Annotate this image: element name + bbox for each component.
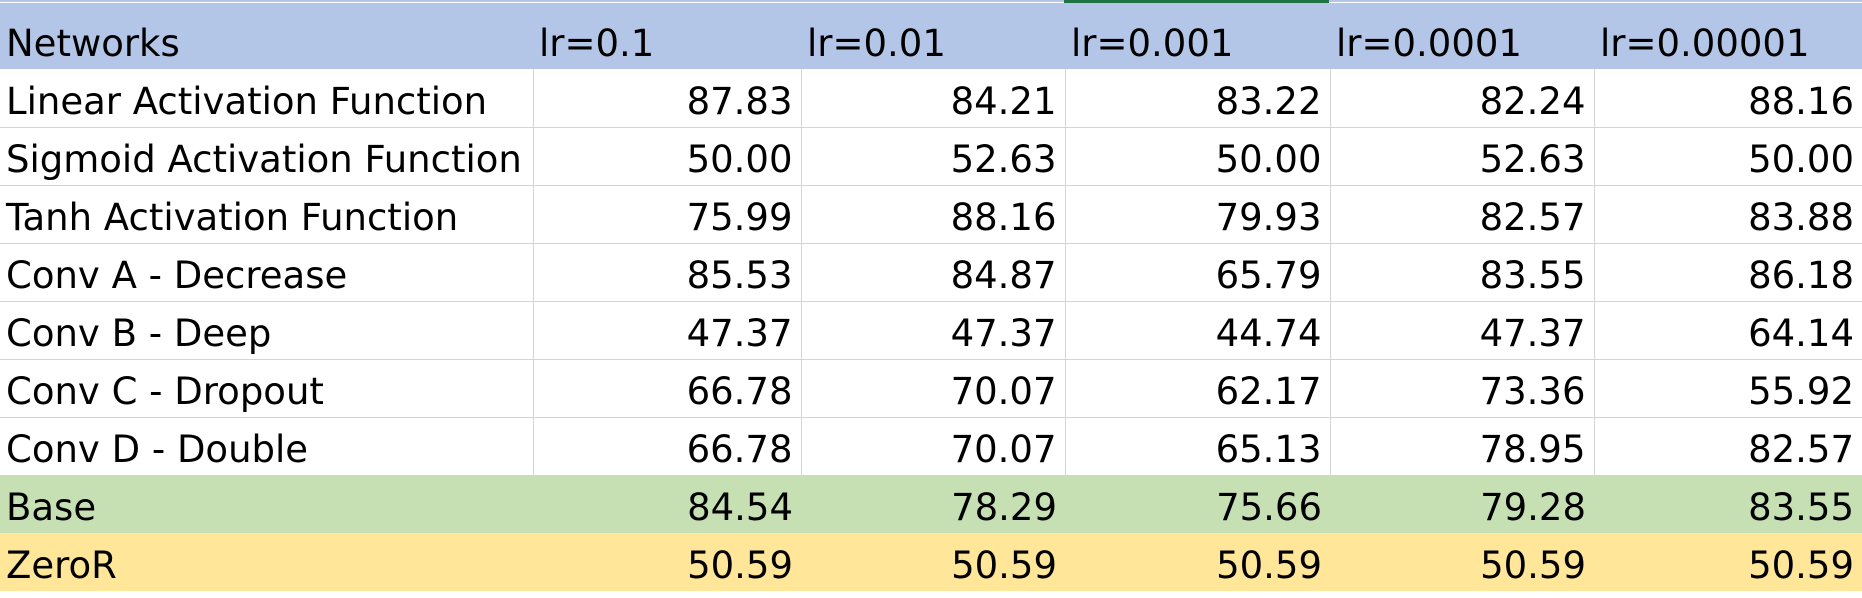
value-cell[interactable]: 44.74	[1065, 301, 1331, 360]
value-cell[interactable]: 87.83	[533, 69, 802, 128]
row-label-cell[interactable]: Tanh Activation Function	[0, 185, 534, 244]
value-cell[interactable]: 82.24	[1330, 69, 1595, 128]
value-cell[interactable]: 65.13	[1065, 417, 1331, 476]
value-cell[interactable]: 75.66	[1065, 475, 1330, 533]
table-row-conv-c: Conv C - Dropout 66.78 70.07 62.17 73.36…	[0, 359, 1862, 418]
value-cell[interactable]: 52.63	[1330, 127, 1595, 186]
value-cell[interactable]: 50.00	[1065, 127, 1331, 186]
value-cell[interactable]: 83.88	[1594, 185, 1862, 244]
value-cell[interactable]: 78.29	[801, 475, 1065, 533]
value-cell[interactable]: 88.16	[801, 185, 1066, 244]
table-row-conv-b: Conv B - Deep 47.37 47.37 44.74 47.37 64…	[0, 301, 1862, 360]
header-row: Networks lr=0.1 lr=0.01 lr=0.001 lr=0.00…	[0, 3, 1862, 69]
row-label-cell[interactable]: Conv C - Dropout	[0, 359, 534, 418]
row-label-cell[interactable]: Sigmoid Activation Function	[0, 127, 534, 186]
value-cell[interactable]: 84.21	[801, 69, 1066, 128]
value-cell[interactable]: 47.37	[1330, 301, 1595, 360]
row-label-cell[interactable]: Linear Activation Function	[0, 69, 534, 128]
value-cell[interactable]: 50.00	[1594, 127, 1862, 186]
value-cell[interactable]: 83.55	[1594, 475, 1862, 533]
value-cell[interactable]: 66.78	[533, 359, 802, 418]
table-row-conv-a: Conv A - Decrease 85.53 84.87 65.79 83.5…	[0, 243, 1862, 302]
value-cell[interactable]: 75.99	[533, 185, 802, 244]
value-cell[interactable]: 55.92	[1594, 359, 1862, 418]
value-cell[interactable]: 50.59	[533, 533, 801, 591]
value-cell[interactable]: 65.79	[1065, 243, 1331, 302]
table-row-linear: Linear Activation Function 87.83 84.21 8…	[0, 69, 1862, 128]
column-selection-indicator	[1064, 0, 1329, 3]
value-cell[interactable]: 50.59	[801, 533, 1065, 591]
value-cell[interactable]: 66.78	[533, 417, 802, 476]
row-label-cell[interactable]: Base	[0, 475, 533, 533]
value-cell[interactable]: 79.93	[1065, 185, 1331, 244]
row-label-cell[interactable]: Conv B - Deep	[0, 301, 534, 360]
header-cell-lr-0.001[interactable]: lr=0.001	[1065, 3, 1330, 69]
value-cell[interactable]: 88.16	[1594, 69, 1862, 128]
value-cell[interactable]: 64.14	[1594, 301, 1862, 360]
header-cell-lr-0.01[interactable]: lr=0.01	[801, 3, 1065, 69]
value-cell[interactable]: 47.37	[533, 301, 802, 360]
value-cell[interactable]: 79.28	[1330, 475, 1594, 533]
value-cell[interactable]: 85.53	[533, 243, 802, 302]
table-row-conv-d: Conv D - Double 66.78 70.07 65.13 78.95 …	[0, 417, 1862, 476]
value-cell[interactable]: 50.59	[1065, 533, 1330, 591]
value-cell[interactable]: 62.17	[1065, 359, 1331, 418]
value-cell[interactable]: 84.87	[801, 243, 1066, 302]
row-label-cell[interactable]: Conv A - Decrease	[0, 243, 534, 302]
results-table: Networks lr=0.1 lr=0.01 lr=0.001 lr=0.00…	[0, 3, 1862, 591]
table-row-tanh: Tanh Activation Function 75.99 88.16 79.…	[0, 185, 1862, 244]
value-cell[interactable]: 84.54	[533, 475, 801, 533]
table-row-sigmoid: Sigmoid Activation Function 50.00 52.63 …	[0, 127, 1862, 186]
table-row-zeror: ZeroR 50.59 50.59 50.59 50.59 50.59	[0, 533, 1862, 591]
value-cell[interactable]: 50.59	[1594, 533, 1862, 591]
value-cell[interactable]: 83.55	[1330, 243, 1595, 302]
value-cell[interactable]: 86.18	[1594, 243, 1862, 302]
table-row-base: Base 84.54 78.29 75.66 79.28 83.55	[0, 475, 1862, 533]
row-label-cell[interactable]: Conv D - Double	[0, 417, 534, 476]
value-cell[interactable]: 47.37	[801, 301, 1066, 360]
value-cell[interactable]: 82.57	[1594, 417, 1862, 476]
header-top-strip	[0, 0, 1862, 2]
value-cell[interactable]: 83.22	[1065, 69, 1331, 128]
header-cell-lr-0.1[interactable]: lr=0.1	[533, 3, 801, 69]
row-label-cell[interactable]: ZeroR	[0, 533, 533, 591]
value-cell[interactable]: 70.07	[801, 359, 1066, 418]
value-cell[interactable]: 50.00	[533, 127, 802, 186]
value-cell[interactable]: 73.36	[1330, 359, 1595, 418]
value-cell[interactable]: 78.95	[1330, 417, 1595, 476]
value-cell[interactable]: 70.07	[801, 417, 1066, 476]
value-cell[interactable]: 82.57	[1330, 185, 1595, 244]
header-cell-networks[interactable]: Networks	[0, 3, 533, 69]
value-cell[interactable]: 50.59	[1330, 533, 1594, 591]
header-cell-lr-0.00001[interactable]: lr=0.00001	[1594, 3, 1862, 69]
value-cell[interactable]: 52.63	[801, 127, 1066, 186]
header-cell-lr-0.0001[interactable]: lr=0.0001	[1330, 3, 1594, 69]
